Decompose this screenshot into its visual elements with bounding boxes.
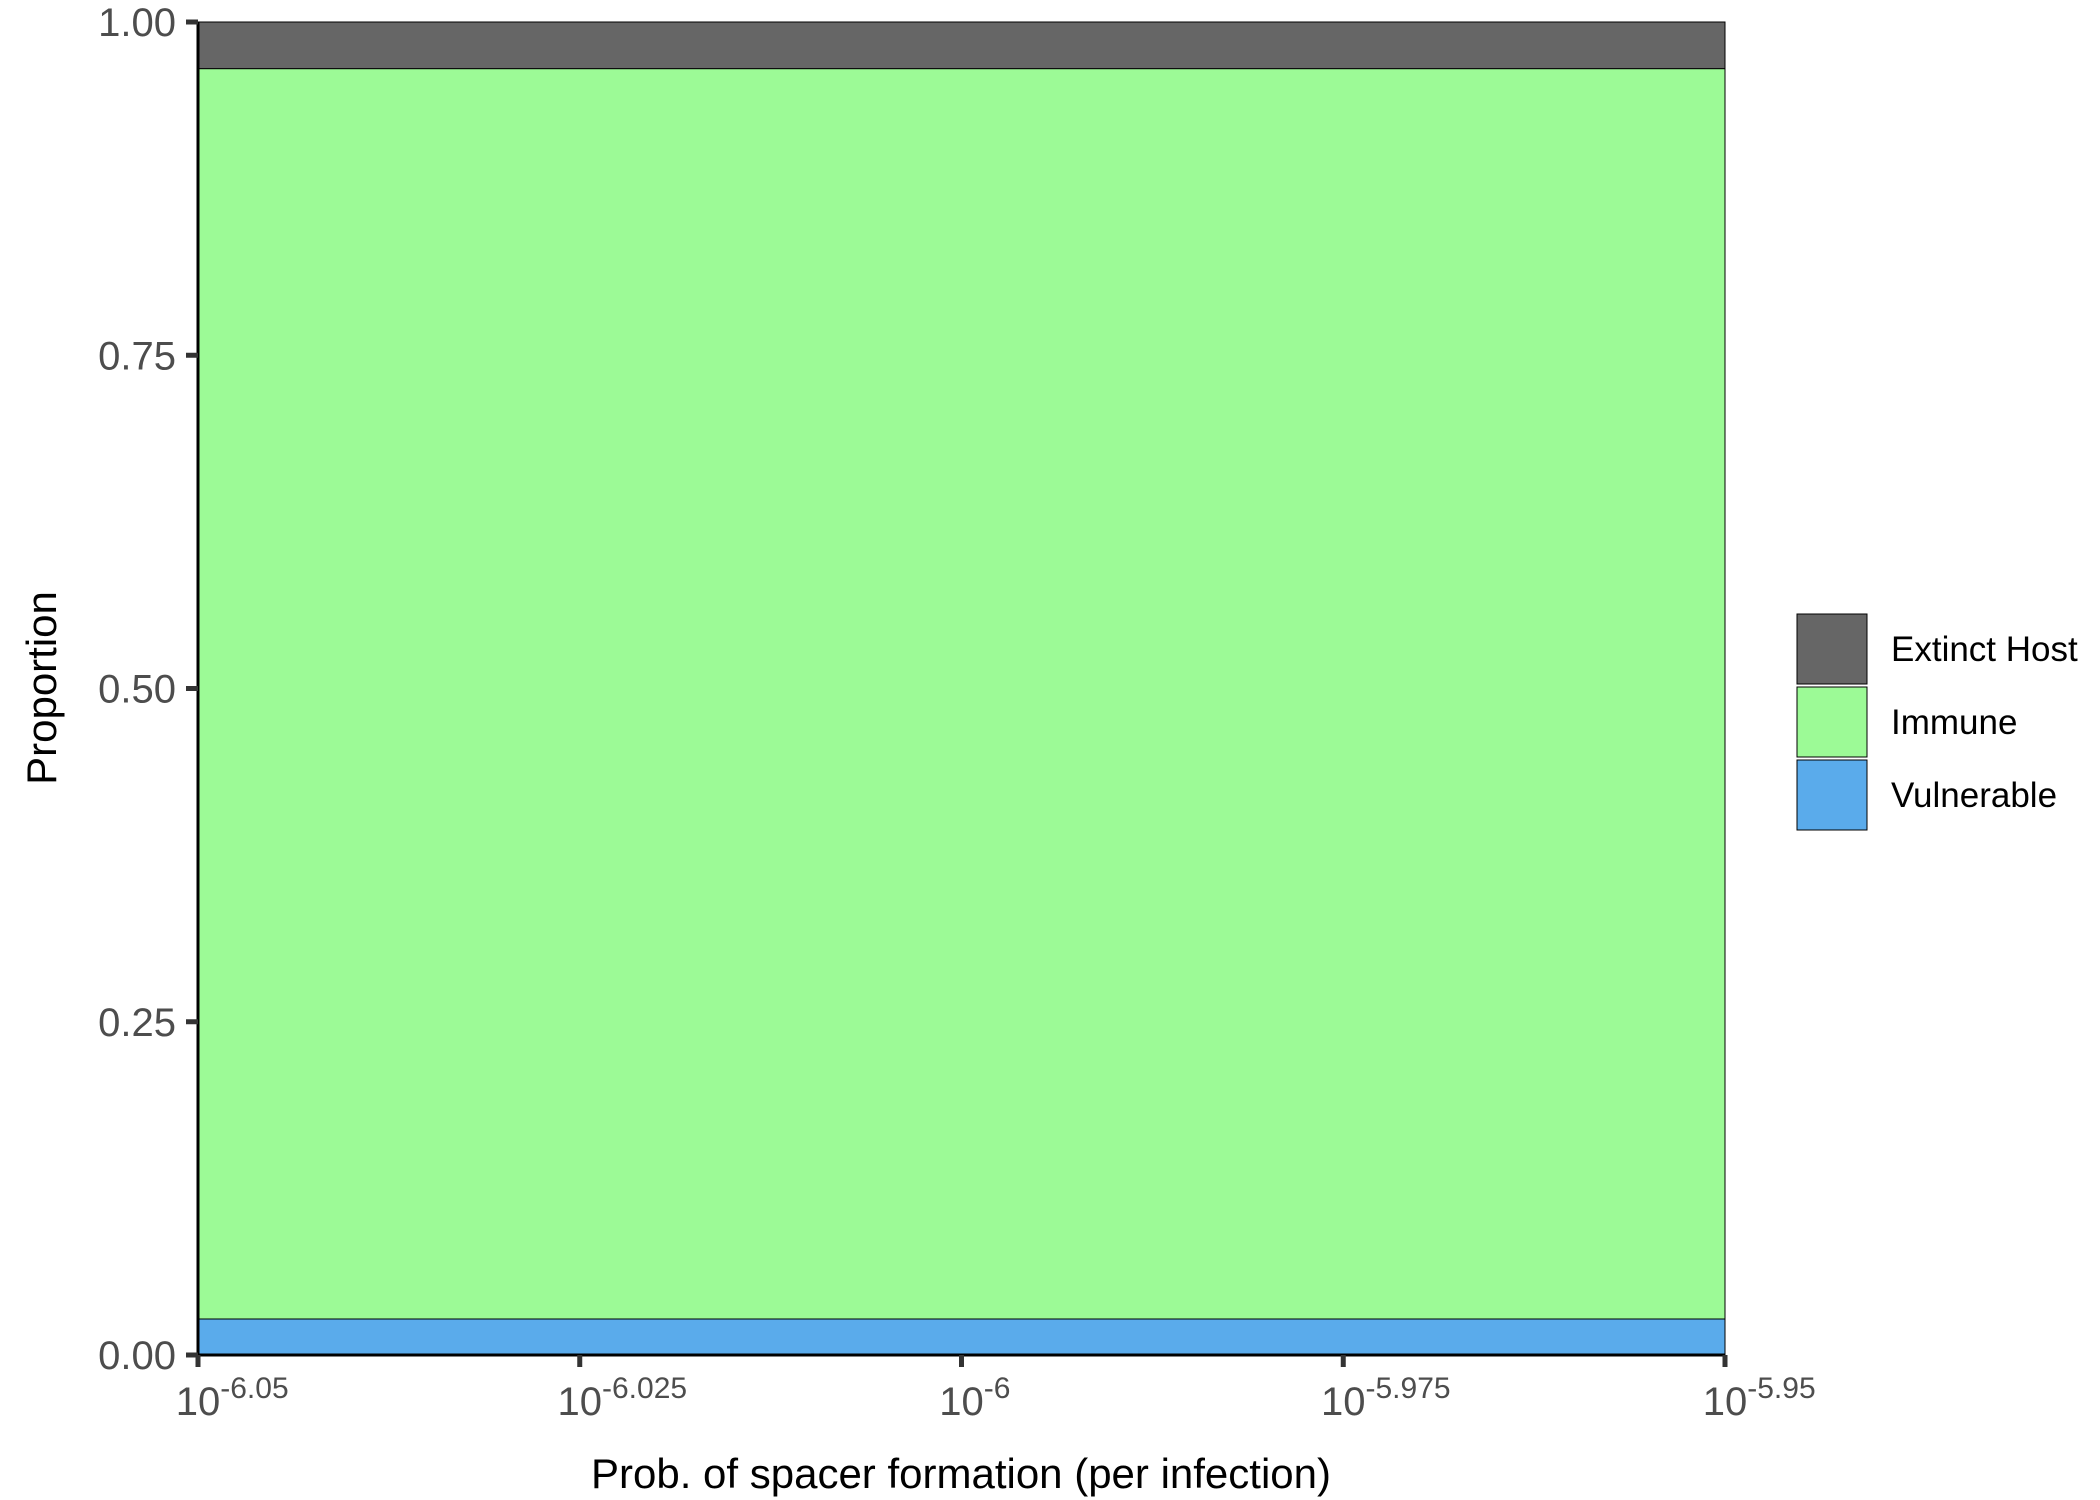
y-tick-label: 0.75 — [98, 334, 176, 378]
legend-swatch-extinct-host — [1796, 613, 1868, 685]
x-axis-title: Prob. of spacer formation (per infection… — [591, 1450, 1331, 1497]
area-vulnerable — [197, 1318, 1726, 1356]
x-tick-label: 10-6 — [939, 1372, 1010, 1424]
legend-label-immune: Immune — [1891, 703, 2017, 742]
legend: Extinct Host Immune Vulnerable — [1796, 613, 2078, 831]
y-tick-label: 0.50 — [98, 668, 176, 712]
x-tick-label: 10-5.95 — [1703, 1372, 1816, 1424]
legend-swatch-vulnerable — [1796, 759, 1868, 831]
x-tick-label: 10-6.05 — [176, 1372, 289, 1424]
area-extinct-host — [197, 21, 1726, 70]
x-tick-label: 10-6.025 — [558, 1372, 688, 1424]
ticks-layer: 0.00 0.25 0.50 0.75 1.00 10-6.05 10-6.025 10-6 1… — [98, 1, 1816, 1424]
x-tick-label: 10-5.975 — [1321, 1372, 1451, 1424]
area-immune — [197, 68, 1726, 1320]
legend-label-vulnerable: Vulnerable — [1891, 776, 2057, 815]
y-tick-label: 0.00 — [98, 1334, 176, 1378]
legend-swatch-immune — [1796, 686, 1868, 758]
y-axis-title: Proportion — [18, 591, 65, 785]
legend-label-extinct-host: Extinct Host — [1891, 630, 2078, 669]
series-layer — [197, 21, 1726, 1356]
y-tick-label: 1.00 — [98, 1, 176, 45]
y-tick-label: 0.25 — [98, 1001, 176, 1045]
